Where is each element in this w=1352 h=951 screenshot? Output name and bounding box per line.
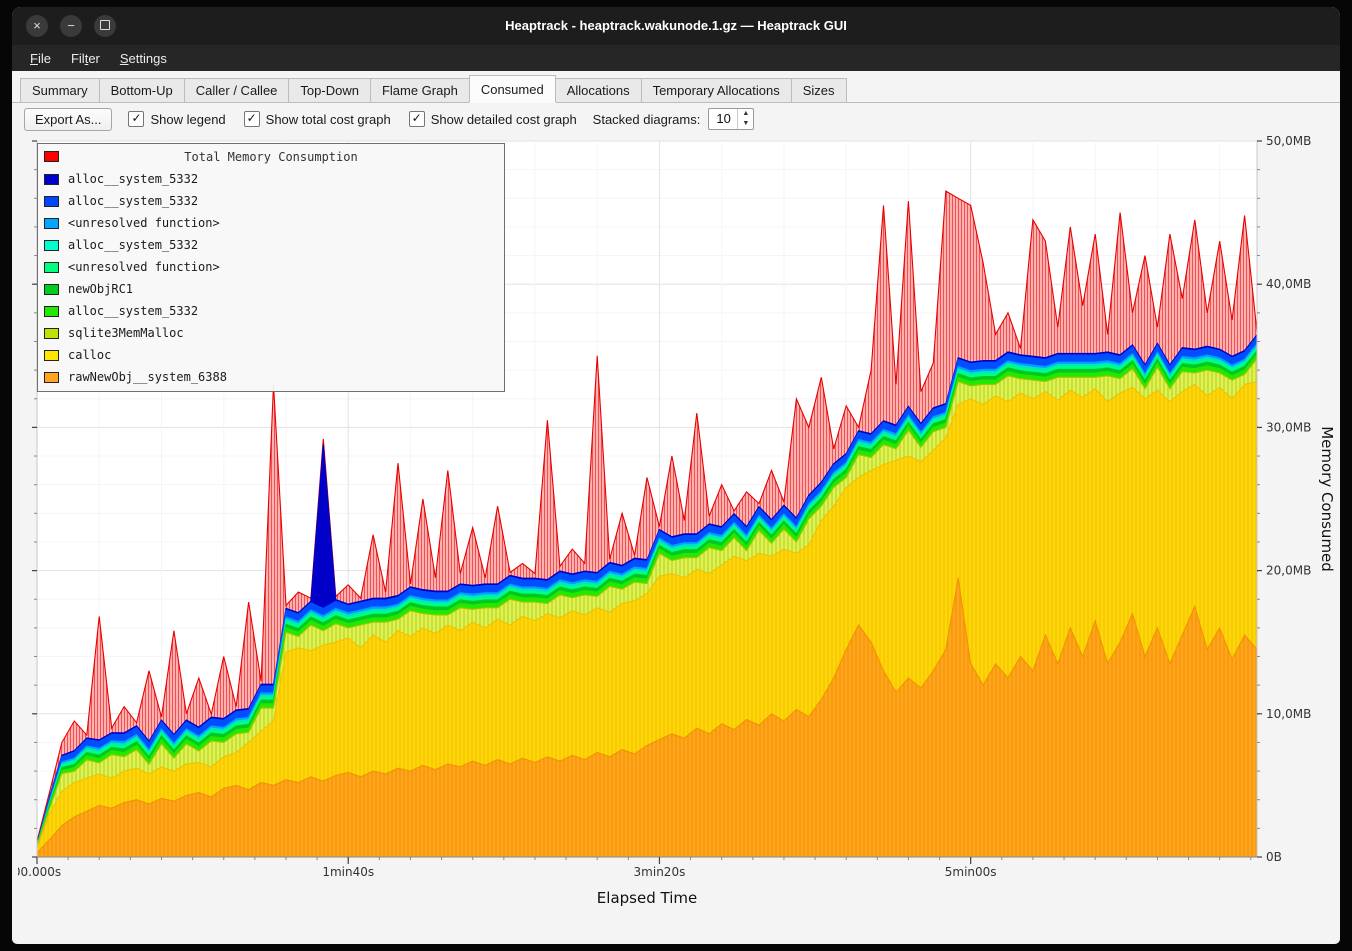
tab-sizes[interactable]: Sizes [790,78,847,102]
close-icon: × [33,18,41,33]
menu-bar: File Filter Settings [12,45,1340,71]
stacked-diagrams-group: Stacked diagrams: 10 ▲ ▼ [593,108,755,130]
svg-text:00.000s: 00.000s [18,865,61,879]
legend-label: alloc__system_5332 [68,172,199,186]
legend-swatch [44,327,59,339]
svg-text:0B: 0B [1266,850,1282,864]
legend-item: alloc__system_5332 [38,300,504,322]
arrow-up-icon: ▲ [742,110,750,117]
spin-up-button[interactable]: ▲ [738,109,753,119]
legend-swatch [44,217,59,229]
legend-swatch [44,349,59,361]
svg-text:30,0MB: 30,0MB [1266,420,1311,434]
arrow-down-icon: ▼ [742,120,750,127]
chart-legend: Total Memory Consumption alloc__system_53… [37,143,505,392]
tab-allocations[interactable]: Allocations [554,78,642,102]
legend-swatch [44,173,59,185]
legend-label: rawNewObj__system_6388 [68,370,227,384]
legend-title-row: Total Memory Consumption [38,146,504,168]
svg-text:40,0MB: 40,0MB [1266,277,1311,291]
checkbox-label: Show detailed cost graph [430,111,577,127]
legend-item: <unresolved function> [38,212,504,234]
menu-settings[interactable]: Settings [119,50,167,66]
checkbox-label: Show total cost graph [265,111,391,127]
legend-item: newObjRC1 [38,278,504,300]
export-as-button[interactable]: Export As... [24,107,113,131]
toolbar: Export As... ✓ Show legend ✓ Show total cos… [12,103,1340,135]
checkmark-icon: ✓ [243,111,260,127]
svg-text:10,0MB: 10,0MB [1266,707,1311,721]
stacked-diagrams-label: Stacked diagrams: [592,111,701,127]
legend-swatch [44,305,59,317]
checkbox-label: Show legend [150,111,226,127]
legend-swatch [44,371,59,383]
svg-text:Memory Consumed: Memory Consumed [1318,426,1336,572]
close-button[interactable]: × [26,15,48,37]
legend-label: sqlite3MemMalloc [68,326,184,340]
heaptrack-window: × − Heaptrack - heaptrack.wakunode.1.gz —… [12,7,1340,944]
legend-swatch [44,283,59,295]
minimize-icon: − [67,18,75,33]
legend-item: alloc__system_5332 [38,168,504,190]
maximize-icon [100,20,110,30]
legend-label: alloc__system_5332 [68,194,199,208]
stacked-diagrams-value: 10 [716,111,731,126]
minimize-button[interactable]: − [60,15,82,37]
legend-swatch [44,261,59,273]
legend-label: newObjRC1 [68,282,134,296]
checkbox-group: ✓ Show legend ✓ Show total cost graph ✓ Show … [128,111,577,127]
legend-item: rawNewObj__system_6388 [38,366,504,388]
legend-item: <unresolved function> [38,256,504,278]
legend-item: alloc__system_5332 [38,234,504,256]
legend-label: <unresolved function> [68,216,220,230]
show-legend-checkbox[interactable]: ✓ Show legend [128,111,226,127]
tab-caller-callee[interactable]: Caller / Callee [183,78,290,102]
tab-bar: Summary Bottom-Up Caller / Callee Top-Down F… [12,71,1340,103]
checkmark-icon: ✓ [408,111,425,127]
svg-text:3min20s: 3min20s [634,865,686,879]
tab-summary[interactable]: Summary [20,78,100,102]
checkmark-icon: ✓ [128,111,145,127]
window-controls: × − [26,15,116,37]
svg-text:50,0MB: 50,0MB [1266,134,1311,148]
tab-bottom-up[interactable]: Bottom-Up [98,78,185,102]
svg-text:20,0MB: 20,0MB [1266,564,1311,578]
tab-top-down[interactable]: Top-Down [288,78,371,102]
svg-text:Elapsed Time: Elapsed Time [597,889,697,907]
menu-filter[interactable]: Filter [70,50,100,66]
legend-item: alloc__system_5332 [38,190,504,212]
legend-item: sqlite3MemMalloc [38,322,504,344]
legend-swatch [44,239,59,251]
spin-arrows: ▲ ▼ [737,109,753,129]
window-title: Heaptrack - heaptrack.wakunode.1.gz — He… [505,18,847,33]
show-detailed-cost-graph-checkbox[interactable]: ✓ Show detailed cost graph [408,111,577,127]
tab-temporary-allocations[interactable]: Temporary Allocations [640,78,792,102]
title-bar[interactable]: × − Heaptrack - heaptrack.wakunode.1.gz —… [12,7,1340,45]
svg-text:1min40s: 1min40s [322,865,374,879]
legend-title: Total Memory Consumption [184,150,358,164]
tab-consumed[interactable]: Consumed [468,75,556,103]
tab-flame-graph[interactable]: Flame Graph [369,78,470,102]
svg-text:5min00s: 5min00s [945,865,997,879]
spin-down-button[interactable]: ▼ [738,119,753,129]
legend-label: <unresolved function> [68,260,220,274]
memory-consumption-plot[interactable]: 00.000s 1min40s 3min20s 5min00s 0B 10,0MB 20,0… [13,133,1340,941]
legend-label: calloc [68,348,112,362]
legend-item: calloc [38,344,504,366]
show-total-cost-graph-checkbox[interactable]: ✓ Show total cost graph [243,111,391,127]
consumed-chart[interactable]: 00.000s 1min40s 3min20s 5min00s 0B 10,0MB 20,0… [13,133,1340,941]
legend-label: alloc__system_5332 [68,238,199,252]
legend-swatch [44,151,59,162]
maximize-button[interactable] [94,15,116,37]
legend-label: alloc__system_5332 [68,304,199,318]
stacked-diagrams-spinbox[interactable]: 10 ▲ ▼ [708,108,755,130]
legend-swatch [44,195,59,207]
menu-file[interactable]: File [30,50,51,66]
